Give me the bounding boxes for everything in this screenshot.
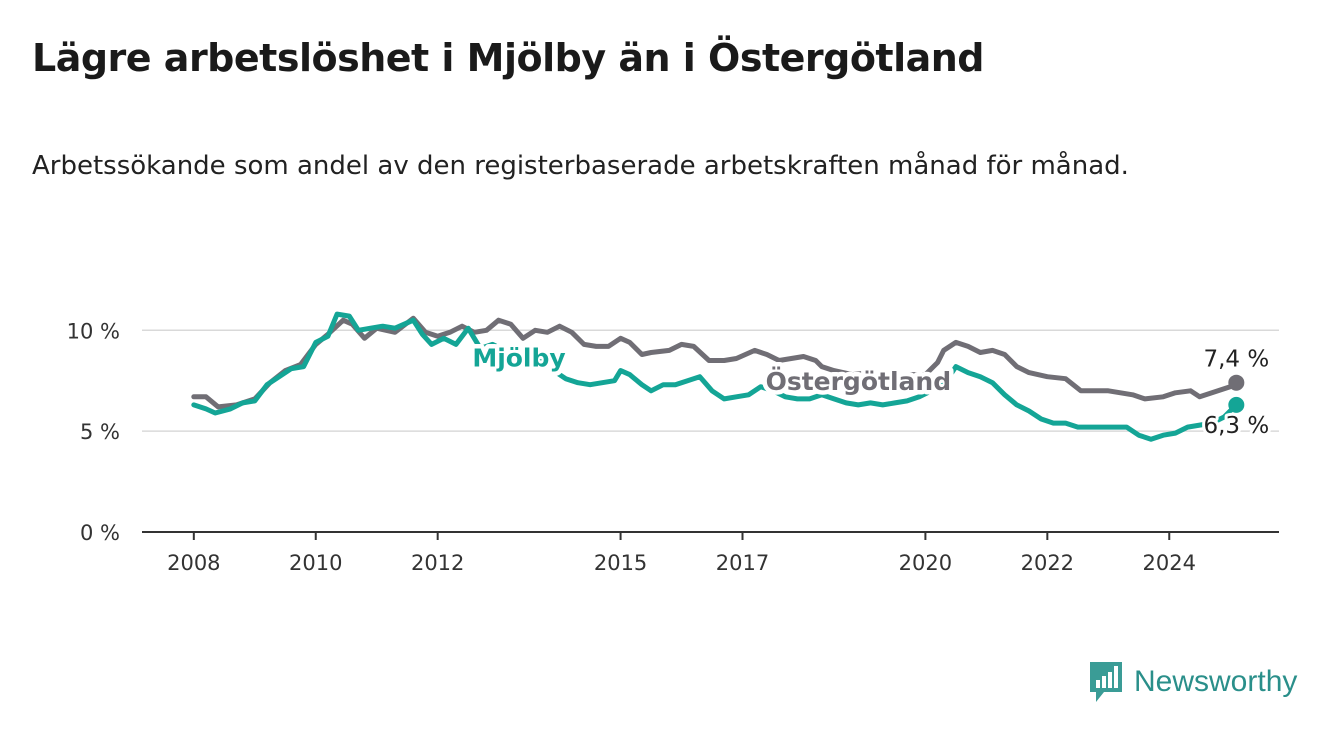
y-tick-label: 0 % [80,521,120,545]
x-tick-label: 2010 [289,551,342,575]
newsworthy-bar-chart-icon [1090,662,1122,702]
brand-name: Newsworthy [1134,665,1298,698]
x-tick-label: 2024 [1143,551,1196,575]
x-tick-label: 2008 [167,551,220,575]
x-tick-label: 2012 [411,551,464,575]
series-annotation-mjolby: Mjölby [472,344,565,373]
x-tick-label: 2015 [594,551,647,575]
chart-title: Lägre arbetslöshet i Mjölby än i Östergö… [32,36,985,80]
x-tick-label: 2017 [716,551,769,575]
x-tick-label: 2022 [1021,551,1074,575]
end-point-mjolby [1228,396,1245,413]
axes: 10 % 5 % 0 % 2008 2010 2012 2015 2017 2020 2022 20… [67,319,1279,575]
end-point-ostergotland [1228,374,1245,391]
series-annotation-ostergotland: Östergötland [766,366,952,396]
x-tick-label: 2020 [899,551,952,575]
series-labels: 7,4 % 6,3 % Mjölby Östergötland [468,339,1272,442]
y-tick-label: 5 % [80,420,120,444]
end-label-ostergotland: 7,4 % [1203,347,1269,373]
end-label-mjolby: 6,3 % [1203,413,1269,439]
chart-subtitle: Arbetssökande som andel av den registerb… [32,151,1129,181]
newsworthy-logo: Newsworthy [1088,660,1297,704]
y-tick-label: 10 % [67,319,120,343]
series-line-mjolby [191,311,1239,442]
series-lines [191,311,1245,442]
